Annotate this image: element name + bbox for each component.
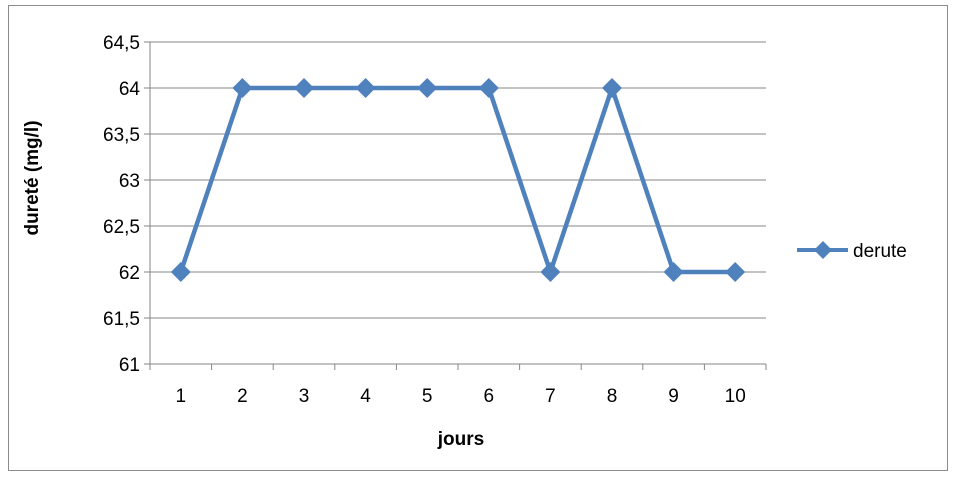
legend-label-derute: derute: [853, 241, 907, 262]
y-tick-label: 62: [119, 263, 140, 284]
x-tick-label: 3: [299, 386, 310, 407]
x-tick-label: 1: [176, 386, 187, 407]
legend-marker: [814, 241, 832, 259]
x-tick-label: 9: [668, 386, 679, 407]
chart-area: 61 61,5 62 62,5 63 63,5 64 64,5 1 2 3 4 5 6 7 8 9 10 dur…: [8, 5, 948, 471]
data-point: [232, 78, 253, 98]
x-tick-label: 2: [237, 386, 248, 407]
data-point: [355, 78, 376, 98]
y-tick-label: 61,5: [103, 309, 140, 330]
x-axis-title: jours: [437, 429, 484, 450]
y-tick-label: 61: [119, 355, 140, 376]
data-point: [663, 262, 684, 282]
x-tick-label: 5: [422, 386, 433, 407]
x-tick-label: 10: [725, 386, 746, 407]
series-line: [178, 85, 736, 275]
x-tick-labels: 1 2 3 4 5 6 7 8 9 10: [176, 386, 746, 407]
x-tick-label: 6: [484, 386, 495, 407]
y-tick-labels: 61 61,5 62 62,5 63 63,5 64 64,5: [103, 33, 140, 376]
axes: [144, 41, 767, 370]
data-point: [478, 78, 499, 98]
y-tick-label: 62,5: [103, 217, 140, 238]
x-tick-label: 7: [545, 386, 556, 407]
series-derute: [170, 78, 746, 282]
y-tick-label: 63: [119, 171, 140, 192]
data-point: [170, 262, 191, 282]
data-point: [725, 262, 746, 282]
data-point: [417, 78, 438, 98]
data-point: [602, 78, 622, 98]
x-tick-label: 8: [607, 386, 618, 407]
data-point: [294, 78, 314, 98]
line-chart: 61 61,5 62 62,5 63 63,5 64 64,5 1 2 3 4 5 6 7 8 9 10 dur…: [22, 33, 907, 450]
x-tick-label: 4: [360, 386, 371, 407]
y-axis-title: dureté (mg/l): [22, 120, 43, 235]
y-tick-label: 63,5: [103, 125, 140, 146]
data-point: [540, 262, 561, 282]
y-tick-label: 64: [119, 79, 141, 100]
y-tick-label: 64,5: [103, 33, 140, 54]
legend: derute: [797, 241, 907, 262]
